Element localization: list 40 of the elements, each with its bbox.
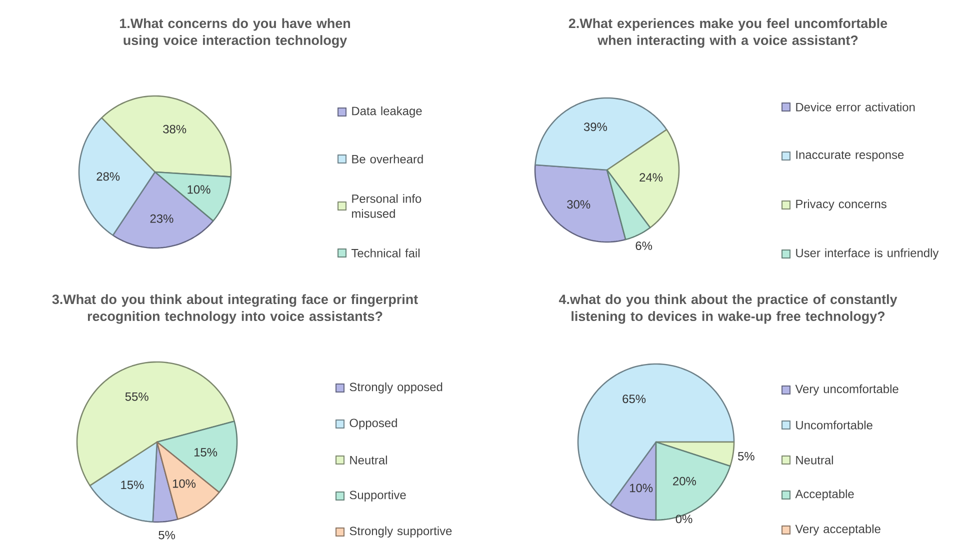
data-label: 10%: [172, 479, 196, 488]
data-label: 30%: [567, 200, 590, 209]
legend-label: Be overheard: [352, 154, 423, 164]
legend-label: Personal info misused: [352, 194, 422, 218]
legend-label: Very acceptable: [795, 524, 880, 536]
data-label: 20%: [673, 476, 696, 486]
legend-label: Acceptable: [795, 489, 854, 501]
legend-label: User interface is unfriendly: [796, 248, 939, 260]
text: 0%: [676, 514, 692, 524]
chart-title: 1.What concerns do you have when using voice interaction technology: [120, 18, 350, 48]
legend-label: Strongly opposed: [350, 382, 442, 394]
data-label: 5%: [158, 530, 176, 540]
legend-label: Opposed: [350, 418, 397, 430]
data-label: 24%: [640, 173, 663, 182]
chart-title: 3.What do you think about integrating face or fingerprint recognition technology into voice assistants?: [52, 294, 418, 324]
data-label: 15%: [121, 480, 144, 490]
data-label: 28%: [96, 172, 120, 181]
data-label: 10%: [630, 484, 653, 492]
legend-label: Strongly supportive: [350, 526, 452, 538]
legend-label: Privacy concerns: [796, 199, 886, 211]
legend-label: Technical fail: [351, 248, 420, 258]
legend-label: Uncomfortable: [796, 420, 872, 430]
data-label: 38%: [163, 124, 186, 134]
data-label: 10%: [188, 185, 210, 194]
legend-label: Neutral: [796, 456, 833, 464]
data-label: 23%: [150, 214, 174, 223]
legend-label: Device error activation: [796, 102, 915, 112]
legend-label: Data leakage: [352, 106, 422, 118]
legend-label: Neutral: [350, 456, 387, 464]
data-label: 5%: [738, 452, 754, 460]
data-label: 15%: [194, 448, 218, 456]
legend-label: Inaccurate response: [796, 150, 904, 162]
chart-title: 2.What experiences make you feel uncomfortable when interacting with a voice assistant?: [568, 18, 888, 48]
data-label: 55%: [125, 392, 148, 401]
data-label: 6%: [636, 242, 652, 250]
data-label: 65%: [622, 394, 646, 404]
data-label: 39%: [584, 122, 607, 132]
legend-label: Supportive: [350, 490, 406, 502]
chart-title: 4.what do you think about the practice of constantly listening to devices in wake-up free technology?: [558, 294, 898, 324]
legend-label: Very uncomfortable: [795, 384, 898, 396]
